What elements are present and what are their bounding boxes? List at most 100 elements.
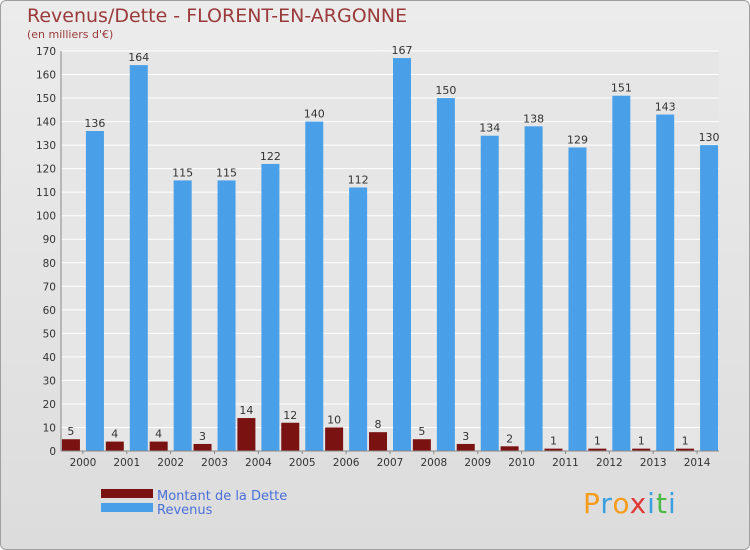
x-tick-label: 2002 xyxy=(157,457,184,469)
bar-revenus xyxy=(524,126,543,451)
plot-area xyxy=(61,51,719,451)
data-label-revenus: 115 xyxy=(172,166,193,179)
data-label-dette: 12 xyxy=(283,409,297,422)
y-tick-label: 140 xyxy=(36,117,56,129)
bar-revenus xyxy=(349,187,368,451)
x-tick-label: 2013 xyxy=(640,457,667,469)
legend-label-dette: Montant de la Dette xyxy=(157,489,287,504)
bar-dette xyxy=(632,448,651,451)
x-axis: 2000 2001 2002 2003 2004 2005 2006 2007 2008 2009… xyxy=(61,450,719,469)
data-label-revenus: 129 xyxy=(567,133,588,146)
bar-revenus xyxy=(656,114,675,451)
bar-revenus xyxy=(173,180,192,452)
x-tick-label: 2008 xyxy=(420,457,447,469)
y-tick-label: 120 xyxy=(36,164,56,176)
x-tick-label: 2009 xyxy=(464,457,491,469)
data-label-dette: 2 xyxy=(506,432,513,445)
bar-dette xyxy=(149,441,168,451)
y-tick-label: 60 xyxy=(43,305,56,317)
bar-revenus xyxy=(612,95,631,452)
y-tick-label: 70 xyxy=(43,281,56,293)
data-label-revenus: 164 xyxy=(128,51,149,64)
y-tick-label: 80 xyxy=(43,258,56,270)
grid-lines xyxy=(61,50,719,452)
bar-dette xyxy=(588,448,607,451)
bar-dette xyxy=(456,443,475,451)
bar-dette xyxy=(412,439,431,451)
data-label-dette: 3 xyxy=(462,430,469,443)
data-label-dette: 5 xyxy=(67,425,74,438)
data-label-revenus: 167 xyxy=(392,44,413,57)
bar-revenus xyxy=(261,163,280,452)
y-tick-label: 90 xyxy=(43,234,56,246)
data-label-revenus: 138 xyxy=(523,112,544,125)
data-label-revenus: 130 xyxy=(699,131,720,144)
data-label-revenus: 140 xyxy=(304,108,325,121)
y-tick-label: 160 xyxy=(36,70,56,82)
data-label-dette: 3 xyxy=(199,430,206,443)
y-tick-label: 130 xyxy=(36,140,56,152)
bars-group xyxy=(61,58,719,452)
y-tick-label: 30 xyxy=(43,375,56,387)
y-tick-label: 150 xyxy=(36,93,56,105)
data-label-revenus: 136 xyxy=(84,117,105,130)
data-label-revenus: 112 xyxy=(348,173,369,186)
data-label-revenus: 150 xyxy=(435,84,456,97)
proxiti-logo: Proxiti xyxy=(583,487,677,520)
bar-revenus xyxy=(305,121,324,452)
bar-revenus xyxy=(480,135,499,452)
bar-dette xyxy=(193,443,212,451)
bar-dette xyxy=(544,448,563,451)
x-tick-label: 2005 xyxy=(289,457,316,469)
data-label-revenus: 122 xyxy=(260,150,281,163)
data-label-revenus: 115 xyxy=(216,166,237,179)
chart-subtitle: (en milliers d'€) xyxy=(27,28,114,41)
data-label-dette: 4 xyxy=(155,428,162,441)
bar-revenus xyxy=(700,145,719,451)
data-label-revenus: 143 xyxy=(655,101,676,114)
data-label-dette: 8 xyxy=(375,418,382,431)
bar-dette xyxy=(325,427,344,451)
x-tick-label: 2006 xyxy=(333,457,360,469)
data-label-revenus: 134 xyxy=(479,122,500,135)
x-tick-label: 2007 xyxy=(377,457,404,469)
bar-dette xyxy=(369,432,387,451)
bar-dette xyxy=(676,448,695,451)
data-label-dette: 1 xyxy=(550,435,557,448)
bar-dette xyxy=(281,422,300,451)
data-labels: 5136416441153115141221214010112816751503… xyxy=(67,44,719,448)
y-tick-label: 0 xyxy=(49,446,56,458)
legend-label-revenus: Revenus xyxy=(157,503,213,518)
bar-revenus xyxy=(568,147,587,451)
bar-revenus xyxy=(217,180,236,452)
y-tick-label: 170 xyxy=(36,46,56,58)
bar-dette xyxy=(500,446,519,451)
x-tick-label: 2011 xyxy=(552,457,579,469)
x-tick-label: 2004 xyxy=(245,457,272,469)
legend-swatch-dette xyxy=(101,489,153,498)
y-tick-label: 40 xyxy=(43,352,56,364)
data-label-dette: 14 xyxy=(239,404,253,417)
bar-revenus xyxy=(436,98,455,451)
x-tick-label: 2001 xyxy=(113,457,140,469)
data-label-dette: 10 xyxy=(327,413,341,426)
x-tick-label: 2012 xyxy=(596,457,623,469)
data-label-dette: 1 xyxy=(682,435,689,448)
data-label-dette: 1 xyxy=(638,435,645,448)
y-tick-label: 50 xyxy=(43,328,56,340)
x-tick-label: 2014 xyxy=(684,457,711,469)
y-tick-label: 100 xyxy=(36,211,56,223)
y-tick-label: 20 xyxy=(43,399,56,411)
bar-revenus xyxy=(393,58,411,451)
data-label-dette: 5 xyxy=(418,425,425,438)
chart-title: Revenus/Dette - FLORENT-EN-ARGONNE xyxy=(27,5,408,27)
bar-revenus xyxy=(85,131,104,451)
data-label-revenus: 151 xyxy=(611,82,632,95)
y-tick-label: 10 xyxy=(43,422,56,434)
legend-swatch-revenus xyxy=(101,503,153,512)
x-tick-label: 2010 xyxy=(508,457,535,469)
bar-dette xyxy=(61,439,80,451)
